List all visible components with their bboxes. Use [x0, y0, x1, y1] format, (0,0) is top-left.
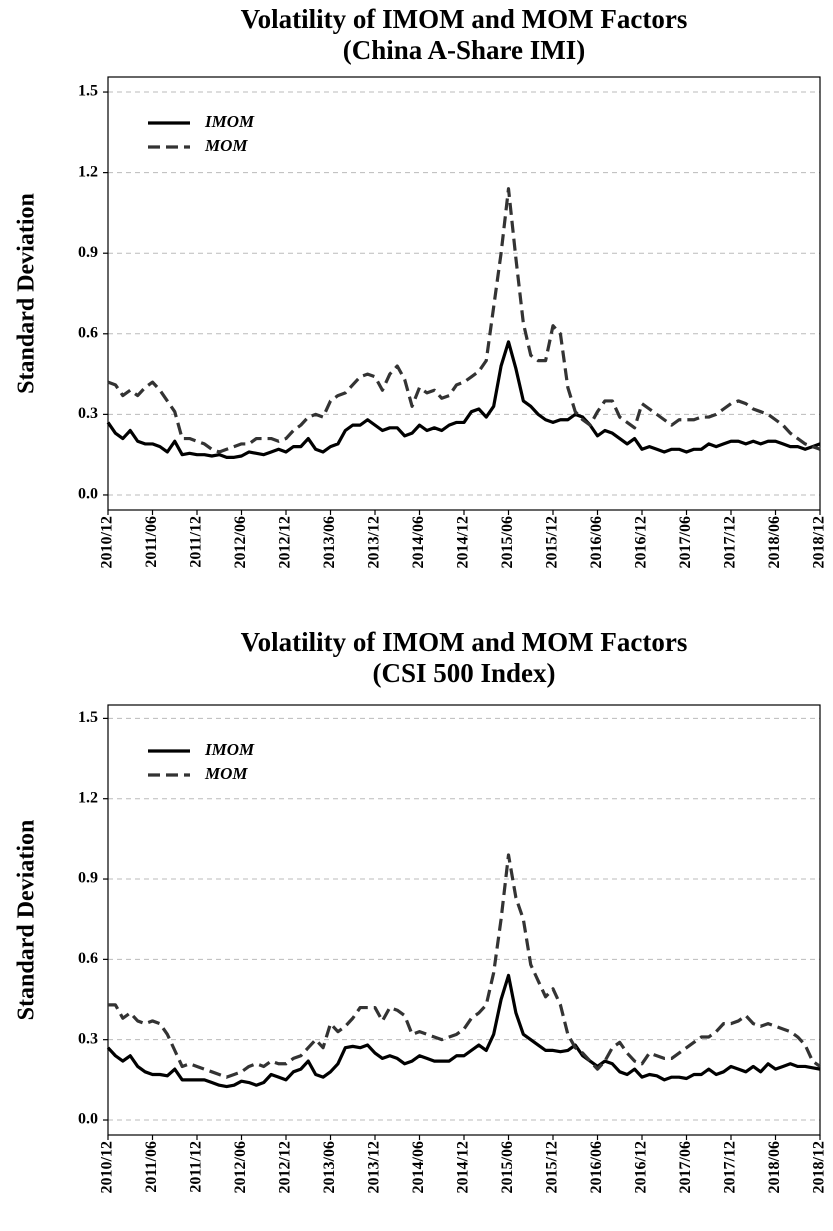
x-tick-label: 2015/06 [499, 1141, 516, 1193]
y-tick-label: 1.2 [78, 163, 98, 180]
x-tick-label: 2018/12 [811, 516, 828, 568]
series-line [108, 853, 821, 1079]
x-tick-label: 2012/06 [232, 516, 249, 568]
y-tick-label: 1.5 [78, 709, 98, 726]
x-tick-label: 2013/12 [366, 1141, 383, 1193]
x-tick-label: 2015/06 [499, 516, 516, 568]
x-tick-label: 2017/06 [677, 516, 694, 568]
x-tick-label: 2017/12 [722, 516, 739, 568]
y-tick-label: 0.6 [78, 950, 98, 967]
legend-label: MOM [204, 136, 248, 155]
y-tick-label: 0.3 [78, 405, 98, 422]
x-tick-label: 2011/06 [143, 1141, 160, 1193]
x-tick-label: 2016/12 [633, 1141, 650, 1193]
x-tick-label: 2013/06 [321, 1141, 338, 1193]
plot-frame [107, 76, 821, 511]
chart-subtitle: (CSI 500 Index) [372, 658, 555, 688]
y-tick-label: 0.9 [78, 244, 98, 261]
y-tick-label: 0.9 [78, 870, 98, 887]
chart-subtitle: (China A-Share IMI) [343, 35, 586, 65]
x-tick-label: 2018/06 [766, 516, 783, 568]
y-tick-label: 0.6 [78, 324, 98, 341]
y-axis-label: Standard Deviation [14, 820, 40, 1021]
x-tick-label: 2015/12 [544, 1141, 561, 1193]
y-axis-label: Standard Deviation [14, 193, 40, 394]
x-tick-label: 2014/06 [410, 1141, 427, 1193]
series-line [106, 973, 821, 1089]
x-tick-label: 2013/12 [366, 516, 383, 568]
x-tick-label: 2012/12 [277, 516, 294, 568]
x-tick-label: 2014/06 [410, 516, 427, 568]
chart-title: Volatility of IMOM and MOM Factors [241, 4, 688, 34]
x-tick-label: 2011/12 [188, 1141, 205, 1193]
x-tick-label: 2010/12 [99, 1141, 116, 1193]
x-tick-label: 2010/12 [99, 516, 116, 568]
x-tick-label: 2012/12 [277, 1141, 294, 1193]
y-tick-label: 0.3 [78, 1030, 98, 1047]
x-tick-label: 2017/12 [722, 1141, 739, 1193]
y-tick-label: 0.0 [78, 1111, 98, 1128]
x-tick-label: 2014/12 [455, 516, 472, 568]
legend-label: IMOM [204, 112, 255, 131]
x-tick-label: 2011/06 [143, 516, 160, 568]
x-tick-label: 2016/06 [588, 516, 605, 568]
x-tick-label: 2014/12 [455, 1141, 472, 1193]
x-tick-label: 2015/12 [544, 516, 561, 568]
x-tick-label: 2016/06 [588, 1141, 605, 1193]
x-tick-label: 2018/12 [811, 1141, 828, 1193]
series-line [106, 340, 821, 459]
legend-label: IMOM [204, 740, 255, 759]
legend-label: MOM [204, 764, 248, 783]
x-tick-label: 2017/06 [677, 1141, 694, 1193]
chart-title: Volatility of IMOM and MOM Factors [241, 627, 688, 657]
y-tick-label: 1.5 [78, 83, 98, 100]
plot-frame [107, 704, 821, 1136]
series-line [107, 187, 821, 454]
x-tick-label: 2011/12 [188, 516, 205, 568]
y-tick-label: 1.2 [78, 789, 98, 806]
x-tick-label: 2018/06 [766, 1141, 783, 1193]
y-tick-label: 0.0 [78, 486, 98, 503]
x-tick-label: 2012/06 [232, 1141, 249, 1193]
x-tick-label: 2016/12 [633, 516, 650, 568]
x-tick-label: 2013/06 [321, 516, 338, 568]
